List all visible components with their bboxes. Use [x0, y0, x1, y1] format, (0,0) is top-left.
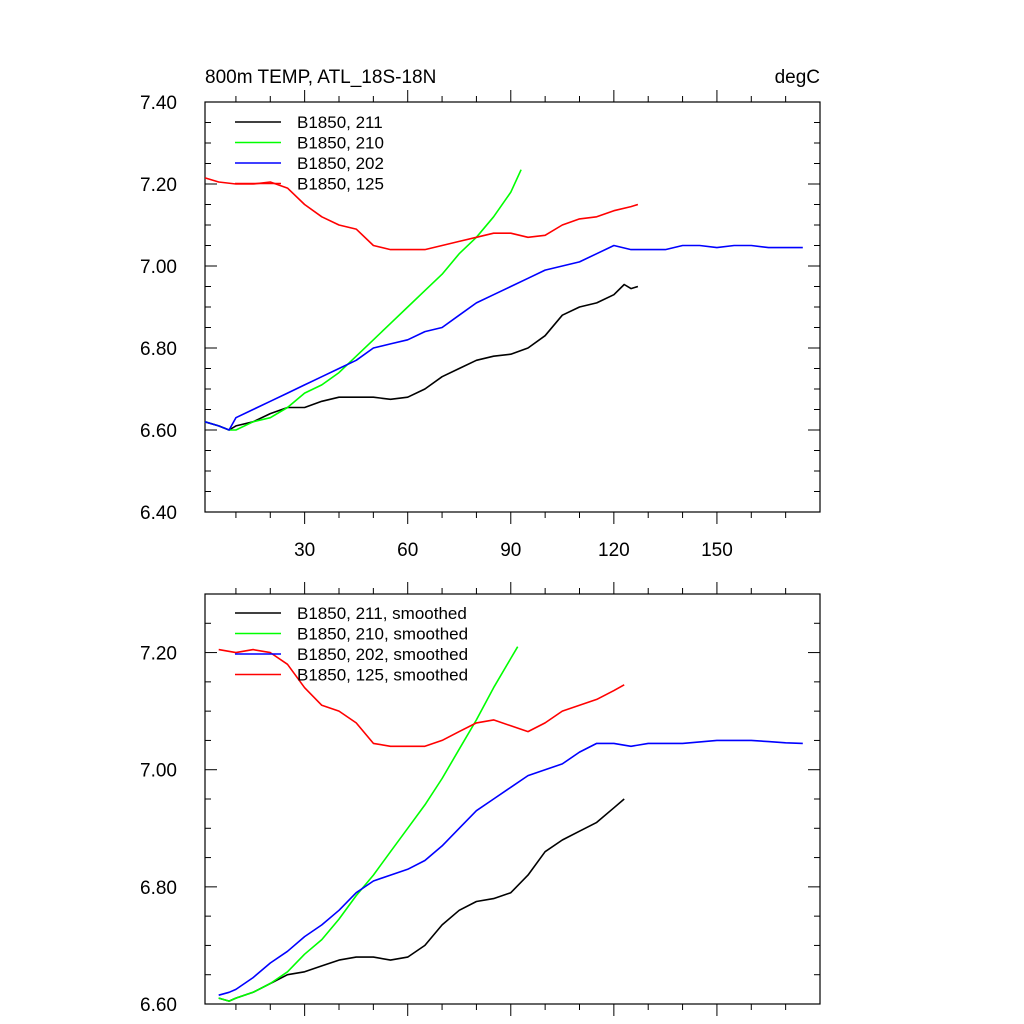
y-tick-label: 6.60 [140, 995, 177, 1016]
y-tick-label: 7.20 [140, 644, 177, 665]
bottom-panel: 6.606.807.007.20 B1850, 211, smoothedB18… [140, 582, 821, 1016]
y-tick-label: 6.60 [140, 421, 177, 442]
y-tick-label: 7.20 [140, 175, 177, 196]
legend-label: B1850, 211, smoothed [297, 604, 467, 623]
top-y-ticks: 6.40 6.60 6.80 7.00 7.20 7.40 [140, 93, 820, 524]
series-line-2 [218, 739, 803, 996]
top-x-ticks: 30 60 90 120 150 [235, 90, 787, 561]
chart-units: degC [775, 67, 820, 88]
legend-label: B1850, 202, smoothed [297, 645, 468, 664]
y-tick-label: 7.40 [140, 93, 177, 114]
series-line-0 [218, 798, 625, 1002]
series-line-0 [204, 283, 639, 431]
series-line-3 [218, 648, 625, 748]
y-tick-label: 7.00 [140, 761, 177, 782]
legend-label: B1850, 210, smoothed [297, 625, 468, 644]
x-tick-label: 30 [294, 540, 315, 561]
legend-label: B1850, 210 [297, 134, 384, 153]
series-line-2 [204, 244, 803, 431]
series-line-1 [218, 646, 519, 1002]
y-tick-label: 6.80 [140, 339, 177, 360]
series-line-3 [204, 177, 639, 251]
x-tick-label: 150 [701, 540, 733, 561]
top-panel: 6.40 6.60 6.80 7.00 7.20 7.40 30 60 90 120 150 80… [140, 67, 821, 561]
bottom-x-ticks [235, 582, 787, 1016]
legend-label: B1850, 211 [297, 113, 383, 132]
y-tick-label: 7.00 [140, 257, 177, 278]
y-tick-label: 6.80 [140, 878, 177, 899]
chart-title: 800m TEMP, ATL_18S-18N [205, 67, 436, 88]
legend-label: B1850, 125, smoothed [297, 666, 468, 685]
x-tick-label: 120 [598, 540, 630, 561]
bottom-legend: B1850, 211, smoothed B1850, 210, smoothed… [235, 604, 468, 685]
legend-label: B1850, 125 [297, 175, 384, 194]
bottom-series-lines [218, 646, 803, 1002]
series-line-1 [204, 169, 522, 431]
x-tick-label: 60 [397, 540, 418, 561]
x-tick-label: 90 [500, 540, 521, 561]
legend-label: B1850, 202 [297, 154, 384, 173]
y-tick-label: 6.40 [140, 503, 177, 524]
top-series-lines [204, 169, 803, 431]
bottom-y-ticks: 6.60 6.80 7.00 7.20 [140, 593, 820, 1016]
